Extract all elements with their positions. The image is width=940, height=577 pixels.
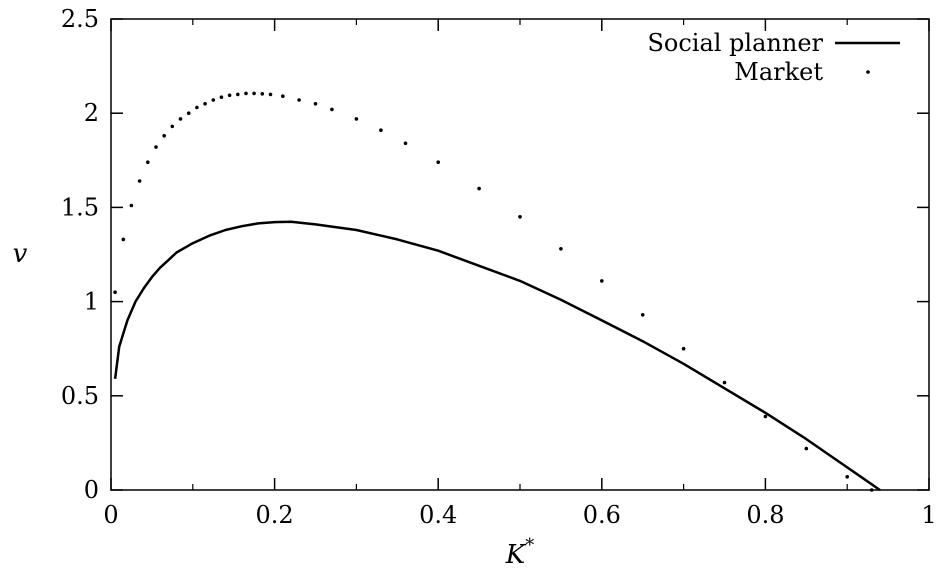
series-point-market xyxy=(297,98,301,102)
x-axis-label: K* xyxy=(505,535,534,570)
series-point-market xyxy=(121,237,126,242)
series-point-market xyxy=(113,290,117,295)
y-tick-label: 0 xyxy=(84,476,99,504)
x-tick-label: 0.2 xyxy=(256,501,294,529)
series-point-market xyxy=(804,446,809,451)
x-tick-label: 0.4 xyxy=(419,501,457,529)
series-point-market xyxy=(170,124,175,129)
series-point-market xyxy=(146,160,150,164)
series-point-market xyxy=(129,203,134,208)
legend-label-market: Market xyxy=(734,58,823,86)
series-point-market xyxy=(154,145,158,149)
series-point-market xyxy=(845,475,849,479)
legend: Social planner Market xyxy=(647,29,900,86)
x-axis-label-sup: * xyxy=(525,535,534,556)
y-axis-label: v xyxy=(13,239,28,269)
series-point-market xyxy=(162,134,166,138)
series-point-market xyxy=(195,105,199,110)
series-point-market xyxy=(281,94,285,98)
plot-frame xyxy=(110,18,930,491)
series-point-market xyxy=(518,215,522,219)
series-point-market xyxy=(477,186,481,191)
series-point-market xyxy=(227,93,232,98)
series-point-market xyxy=(313,102,318,106)
series-point-market xyxy=(763,414,768,419)
x-tick-label: 1 xyxy=(921,501,936,529)
series-point-market xyxy=(403,141,408,146)
series-point-market xyxy=(722,380,727,385)
x-tick-label: 0 xyxy=(103,501,118,529)
x-tick-label: 0.6 xyxy=(583,501,621,529)
series-point-market xyxy=(260,92,265,96)
y-tick-label: 2 xyxy=(84,99,99,127)
series-line-social-planner xyxy=(113,220,881,492)
y-tick-label: 1 xyxy=(84,288,99,316)
series-point-market xyxy=(436,160,441,164)
series-group xyxy=(113,91,881,492)
legend-swatch-market xyxy=(866,70,870,74)
series-point-market xyxy=(252,91,256,96)
tick-labels: 0 0.2 0.4 0.6 0.8 1 0 0.5 1 1.5 2 2.5 xyxy=(61,5,937,529)
series-point-market xyxy=(330,107,334,112)
y-tick-label: 2.5 xyxy=(61,5,99,33)
series-point-market xyxy=(236,92,240,97)
series-point-market xyxy=(137,179,142,183)
series-point-market xyxy=(244,91,248,96)
series-point-market xyxy=(640,313,645,317)
legend-label-social-planner: Social planner xyxy=(647,29,823,57)
series-point-market xyxy=(203,102,207,106)
series-point-market xyxy=(268,92,273,97)
series-point-market xyxy=(681,346,686,351)
series-point-market xyxy=(219,95,224,99)
x-tick-label: 0.8 xyxy=(746,501,784,529)
series-point-market xyxy=(559,247,563,251)
y-tick-label: 0.5 xyxy=(61,382,99,410)
series-point-market xyxy=(178,117,183,121)
y-tick-label: 1.5 xyxy=(61,193,99,221)
series-point-market xyxy=(869,488,874,492)
series-point-market xyxy=(600,279,604,283)
series-point-market xyxy=(211,98,216,102)
series-point-market xyxy=(379,128,383,132)
x-axis-label-main: K xyxy=(505,540,527,570)
series-point-market xyxy=(186,111,191,115)
axis-ticks xyxy=(110,18,930,491)
series-point-market xyxy=(354,117,359,121)
